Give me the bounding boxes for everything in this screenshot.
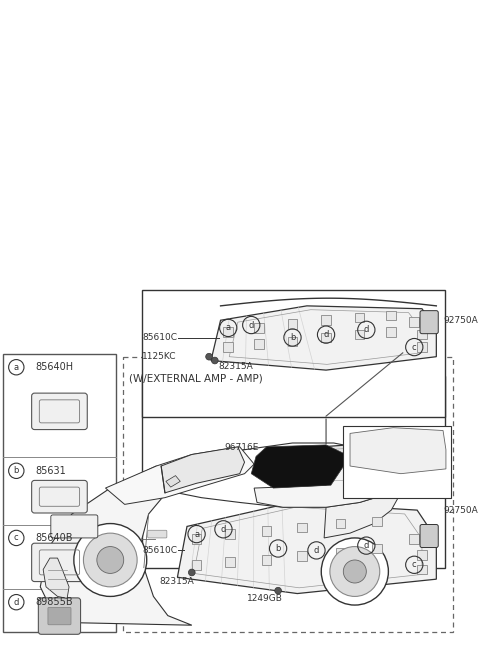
Text: 92750A: 92750A [443,505,478,514]
Polygon shape [166,475,180,487]
Polygon shape [251,445,350,488]
Text: 89855B: 89855B [36,597,73,607]
Bar [321,333,331,342]
Polygon shape [283,440,436,483]
Bar [262,526,271,536]
Bar [142,376,445,568]
Text: 85631: 85631 [36,466,66,476]
Circle shape [206,353,213,360]
Text: b: b [13,466,19,475]
Text: b: b [276,544,281,553]
Bar [226,557,235,567]
Text: a: a [194,529,199,539]
FancyBboxPatch shape [48,608,71,625]
Polygon shape [324,464,401,538]
Polygon shape [154,443,391,507]
Text: 82315A: 82315A [219,362,253,371]
FancyBboxPatch shape [32,481,87,513]
Text: a: a [226,323,231,333]
Bar [355,312,364,322]
Bar [254,340,264,349]
Bar [372,544,382,554]
Bar [297,552,307,561]
Bar [336,519,345,528]
Bar [417,342,427,352]
Bar [343,426,451,497]
Bar [224,342,233,352]
Polygon shape [178,503,436,593]
FancyBboxPatch shape [32,393,87,430]
Text: a: a [14,363,19,372]
FancyBboxPatch shape [420,310,438,334]
Bar [123,357,453,632]
Text: 1249GB: 1249GB [247,594,283,603]
Circle shape [97,546,124,573]
Text: d: d [13,598,19,607]
FancyBboxPatch shape [32,543,87,582]
Bar [386,310,396,320]
Circle shape [275,587,281,594]
Bar [386,327,396,336]
Text: c: c [14,533,19,542]
FancyBboxPatch shape [38,598,81,634]
Polygon shape [254,456,391,507]
Text: (W/EXTERNAL AMP - AMP): (W/EXTERNAL AMP - AMP) [130,374,263,384]
Text: b: b [290,333,295,342]
Text: 85640B: 85640B [36,533,73,543]
Text: 96716E: 96716E [225,443,259,452]
Polygon shape [40,466,192,625]
Circle shape [321,538,388,605]
Text: 85610C: 85610C [142,546,177,555]
Polygon shape [211,306,436,370]
Bar [355,330,364,340]
Circle shape [74,524,147,597]
Polygon shape [161,447,244,493]
FancyBboxPatch shape [148,530,167,538]
Circle shape [330,546,380,597]
FancyBboxPatch shape [51,515,98,538]
Text: 85640H: 85640H [36,363,73,372]
Bar [336,548,345,558]
Text: d: d [324,330,329,339]
Bar [417,565,427,574]
Circle shape [212,357,218,364]
Text: c: c [412,342,417,351]
Text: 92750A: 92750A [443,316,478,325]
Circle shape [189,569,195,576]
Bar [372,517,382,526]
Circle shape [343,560,366,583]
Bar [226,529,235,539]
Polygon shape [350,428,446,474]
Bar [417,550,427,560]
Text: d: d [364,541,369,550]
Bar [409,534,419,544]
Bar [297,523,307,532]
Bar [417,330,427,340]
Bar [192,534,202,544]
Bar [142,289,445,417]
Bar [192,560,202,570]
Polygon shape [43,558,69,599]
Bar [224,327,233,336]
Bar [3,354,116,632]
Text: 1125KC: 1125KC [142,352,177,361]
Bar [321,316,331,325]
Text: c: c [412,560,417,569]
Bar [262,556,271,565]
Bar [254,323,264,333]
Text: d: d [364,325,369,334]
Polygon shape [106,447,254,505]
Text: d: d [221,525,226,534]
Bar [288,319,297,329]
Bar [288,336,297,346]
Text: d: d [314,546,319,555]
Bar [409,318,419,327]
Text: 82315A: 82315A [159,576,194,585]
FancyBboxPatch shape [420,524,438,548]
Circle shape [84,533,137,587]
Text: 85610C: 85610C [142,333,177,342]
Text: d: d [249,321,254,329]
